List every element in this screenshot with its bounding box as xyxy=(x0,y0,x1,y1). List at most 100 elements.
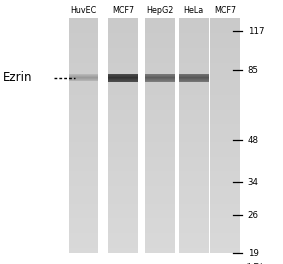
Bar xyxy=(210,71,240,74)
Bar xyxy=(68,115,98,118)
Bar xyxy=(108,224,138,227)
Bar xyxy=(179,198,209,201)
Bar xyxy=(145,60,175,63)
Bar xyxy=(145,48,175,51)
Bar xyxy=(179,171,209,174)
Bar xyxy=(179,121,209,124)
Bar xyxy=(210,21,240,24)
Bar xyxy=(68,71,98,74)
Bar xyxy=(108,48,138,51)
Text: 34: 34 xyxy=(248,178,259,187)
Bar xyxy=(179,192,209,195)
Bar xyxy=(145,36,175,39)
Bar xyxy=(210,239,240,242)
Bar xyxy=(210,248,240,251)
Bar xyxy=(210,36,240,39)
Bar xyxy=(145,42,175,45)
Bar xyxy=(179,80,209,81)
Bar xyxy=(145,148,175,151)
Bar xyxy=(108,245,138,248)
Bar xyxy=(145,101,175,104)
Bar xyxy=(210,51,240,54)
Bar xyxy=(68,227,98,230)
Bar xyxy=(145,74,175,77)
Bar xyxy=(210,159,240,162)
Bar xyxy=(179,206,209,209)
Bar xyxy=(145,80,175,81)
Bar xyxy=(210,206,240,209)
Bar xyxy=(108,145,138,148)
Bar xyxy=(179,77,209,78)
Bar xyxy=(68,212,98,215)
Bar xyxy=(210,30,240,33)
Bar xyxy=(68,101,98,104)
Bar xyxy=(179,74,209,77)
Bar xyxy=(145,227,175,230)
Bar xyxy=(68,198,98,201)
Bar xyxy=(179,54,209,57)
Bar xyxy=(108,177,138,180)
Bar xyxy=(179,24,209,27)
Bar xyxy=(210,195,240,198)
Bar xyxy=(210,183,240,186)
Bar xyxy=(179,21,209,24)
Bar xyxy=(145,204,175,206)
Bar xyxy=(68,230,98,233)
Bar xyxy=(145,139,175,142)
Bar xyxy=(179,183,209,186)
Bar xyxy=(210,27,240,30)
Bar xyxy=(210,177,240,180)
Bar xyxy=(179,148,209,151)
Bar xyxy=(145,142,175,145)
Bar xyxy=(68,36,98,39)
Bar xyxy=(108,136,138,139)
Bar xyxy=(145,251,175,253)
Bar xyxy=(145,83,175,86)
Bar xyxy=(210,54,240,57)
Bar xyxy=(179,76,209,77)
Bar xyxy=(68,77,98,80)
Bar xyxy=(108,39,138,42)
Bar xyxy=(179,165,209,168)
Bar xyxy=(210,215,240,218)
Bar xyxy=(145,77,175,80)
Bar xyxy=(210,230,240,233)
Bar xyxy=(210,92,240,95)
Bar xyxy=(145,33,175,36)
Bar xyxy=(108,242,138,245)
Bar xyxy=(68,133,98,136)
Bar xyxy=(68,45,98,48)
Bar xyxy=(108,192,138,195)
Bar xyxy=(210,74,240,77)
Bar xyxy=(108,80,138,81)
Bar xyxy=(108,206,138,209)
Bar xyxy=(145,121,175,124)
Bar xyxy=(179,101,209,104)
Bar xyxy=(210,127,240,130)
Bar xyxy=(108,212,138,215)
Bar xyxy=(68,98,98,101)
Bar xyxy=(145,198,175,201)
Bar xyxy=(179,145,209,148)
Bar xyxy=(179,227,209,230)
Bar xyxy=(145,57,175,60)
Bar xyxy=(210,162,240,165)
Bar xyxy=(68,201,98,204)
Bar xyxy=(68,168,98,171)
Bar xyxy=(145,186,175,189)
Bar xyxy=(210,42,240,45)
Bar xyxy=(108,154,138,157)
Bar xyxy=(108,76,138,77)
Bar xyxy=(68,24,98,27)
Bar xyxy=(68,27,98,30)
Bar xyxy=(179,159,209,162)
Bar xyxy=(179,136,209,139)
Bar xyxy=(145,79,175,80)
Bar xyxy=(210,224,240,227)
Bar xyxy=(108,78,138,79)
Bar xyxy=(108,68,138,71)
Bar xyxy=(68,83,98,86)
Bar xyxy=(210,198,240,201)
Bar xyxy=(108,127,138,130)
Bar xyxy=(179,112,209,115)
